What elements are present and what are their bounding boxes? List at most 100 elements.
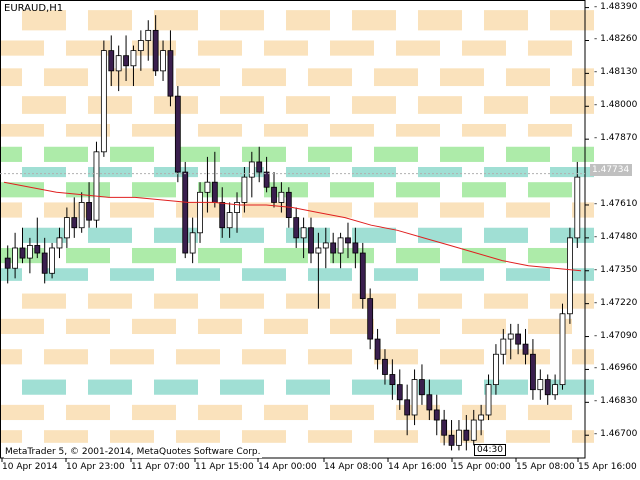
zone-band-segment (286, 247, 308, 264)
zone-band-segment (330, 202, 352, 218)
price-tick-label: - 1.48260 (594, 34, 638, 45)
zone-band-segment (154, 404, 176, 421)
zone-band-segment (154, 182, 176, 198)
zone-band-segment (198, 349, 220, 365)
zone-band-segment (0, 68, 22, 87)
candle-body (26, 245, 33, 259)
zone-band-segment (176, 68, 198, 87)
zone-band-segment (418, 96, 440, 114)
zone-band-segment (440, 68, 462, 87)
zone-band-segment (132, 146, 154, 162)
price-tick-label: - 1.46960 (594, 363, 638, 374)
zone-band-segment (396, 202, 418, 218)
candle-body (248, 161, 255, 178)
zone-band-segment (264, 318, 286, 335)
zone-band-segment (66, 146, 88, 162)
zone-band-segment (308, 68, 330, 87)
zone-band-segment (440, 202, 462, 218)
zone-band-segment (198, 404, 220, 421)
zone-band-segment (198, 318, 220, 335)
zone-band-segment (44, 96, 66, 114)
candle-body (130, 50, 137, 67)
zone-band-segment (286, 404, 308, 421)
candle-body (441, 419, 448, 436)
candle-body (285, 191, 292, 219)
zone-band-segment (286, 40, 308, 56)
zone-band-segment (462, 123, 484, 137)
zone-band-segment (528, 182, 550, 198)
zone-band-segment (176, 10, 198, 31)
zone-band-segment (132, 68, 154, 87)
zone-band-segment (352, 227, 374, 243)
zone-band-segment (154, 167, 176, 178)
zone-band-segment (528, 430, 550, 443)
candle-body (315, 247, 322, 254)
time-tick-label: 11 Apr 15:00 (195, 462, 254, 472)
zone-band-segment (242, 146, 264, 162)
candle-body (71, 217, 78, 229)
zone-band-segment (462, 268, 484, 281)
zone-band-segment (506, 379, 528, 395)
price-tick-label: - 1.47350 (594, 264, 638, 275)
price-tick-label: - 1.46700 (594, 429, 638, 440)
zone-band-segment (110, 146, 132, 162)
zone-band-segment (352, 123, 374, 137)
moving-average-line (3, 181, 582, 272)
candle-body (530, 353, 536, 391)
zone-band-segment (176, 96, 198, 114)
zone-band-segment (242, 349, 264, 365)
zone-band-segment (154, 10, 176, 31)
candle-body (411, 379, 418, 416)
zone-band-segment (308, 379, 330, 395)
candle-body (197, 191, 203, 234)
time-tick-label: 15 Apr 08:00 (516, 462, 575, 472)
zone-band-segment (66, 268, 88, 281)
zone-band-segment (396, 349, 418, 365)
zone-band-segment (176, 268, 198, 281)
zone-band-segment (572, 268, 594, 281)
zone-band-segment (330, 146, 352, 162)
zone-band-segment (242, 227, 264, 243)
zone-band-segment (110, 349, 132, 365)
zone-band-segment (264, 40, 286, 56)
zone-band-segment (22, 10, 44, 31)
zone-band-segment (308, 293, 330, 309)
candle-body (544, 379, 551, 396)
zone-band-segment (550, 123, 572, 137)
current-price-tag: 1.47734 (590, 164, 632, 176)
zone-band-segment (110, 10, 132, 31)
zone-band-segment (0, 247, 22, 264)
zone-band-segment (308, 146, 330, 162)
zone-band-segment (506, 227, 528, 243)
zone-band-segment (352, 404, 374, 421)
zone-band-segment (220, 318, 242, 335)
candle-body (359, 252, 366, 299)
zone-band-segment (242, 379, 264, 395)
zone-band-segment (110, 202, 132, 218)
candle-body (93, 151, 100, 221)
zone-band-segment (22, 404, 44, 421)
candle-body (234, 202, 240, 213)
candle-body (559, 313, 566, 386)
zone-band-segment (22, 318, 44, 335)
zone-band-segment (506, 268, 528, 281)
zone-band-segment (66, 123, 88, 137)
zone-band-segment (154, 247, 176, 264)
zone-band-segment (286, 167, 308, 178)
zone-band-segment (506, 430, 528, 443)
candle-body (300, 227, 307, 239)
candle-body (330, 242, 337, 254)
zone-band-segment (110, 96, 132, 114)
zone-band-segment (572, 167, 594, 178)
zone-band-segment (198, 430, 220, 443)
candle-body (12, 247, 18, 269)
zone-band-segment (0, 146, 22, 162)
zone-band-segment (22, 96, 44, 114)
candle-body (404, 399, 411, 416)
zone-band-segment (220, 379, 242, 395)
zone-band-segment (154, 293, 176, 309)
zone-band-segment (396, 318, 418, 335)
zone-band-segment (418, 167, 440, 178)
